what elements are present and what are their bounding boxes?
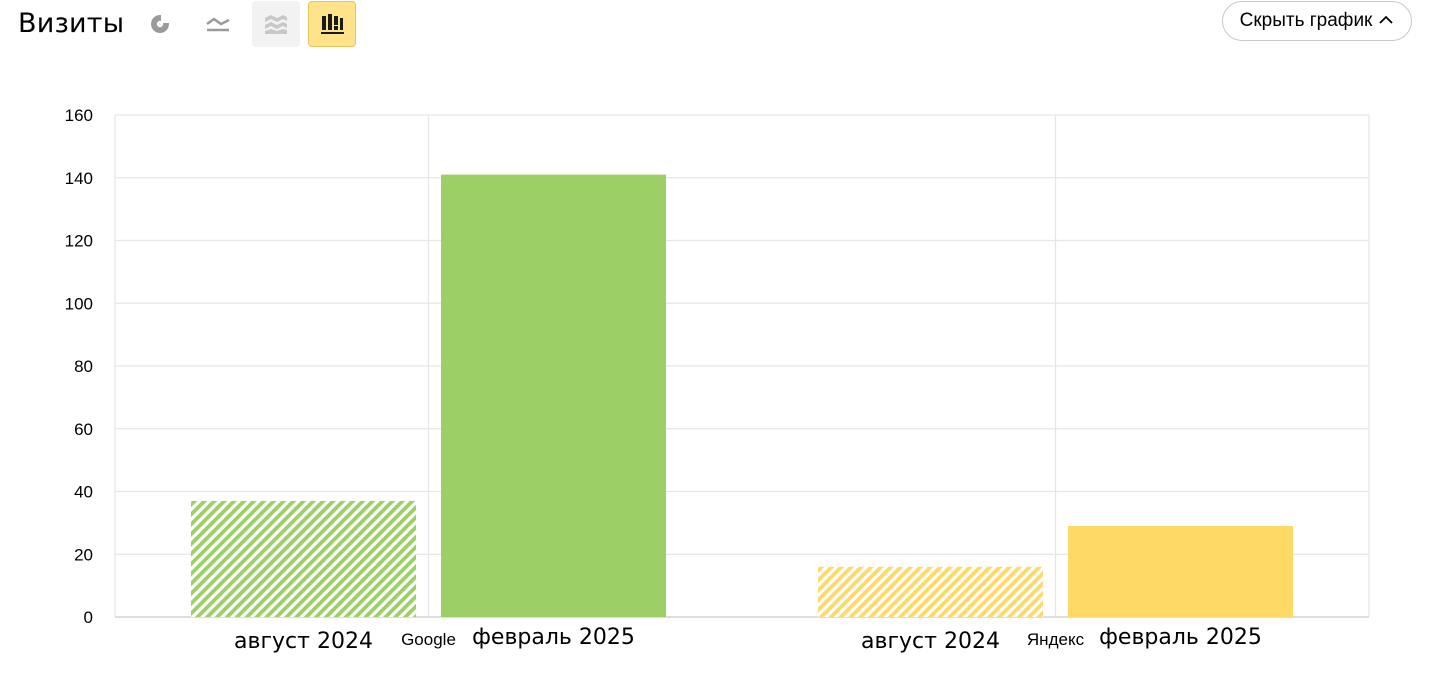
y-tick-label: 20 — [74, 545, 93, 564]
y-tick-label: 120 — [65, 232, 93, 251]
bar-chart-view-button[interactable] — [308, 1, 356, 47]
y-tick-label: 100 — [65, 294, 93, 313]
hide-chart-button[interactable]: Скрыть график — [1222, 1, 1412, 41]
x-period-label: август 2024 — [234, 629, 373, 654]
hide-chart-label: Скрыть график — [1239, 10, 1373, 31]
y-tick-label: 140 — [65, 169, 93, 188]
y-tick-label: 60 — [74, 420, 93, 439]
chevron-up-icon — [1378, 10, 1394, 32]
x-group-label: Яндекс — [1027, 630, 1085, 649]
y-tick-label: 40 — [74, 483, 93, 502]
x-group-label: Google — [401, 630, 456, 649]
pie-chart-icon — [151, 14, 170, 33]
line-chart-icon — [206, 17, 230, 32]
bar-yandex-feb-2025 — [1068, 526, 1293, 617]
y-tick-label: 80 — [74, 357, 93, 376]
bar-chart-icon — [321, 14, 344, 34]
bar-google-aug-2024 — [191, 500, 416, 617]
x-period-label: август 2024 — [861, 629, 1000, 654]
x-period-label: февраль 2025 — [472, 625, 635, 650]
pie-chart-view-button[interactable] — [136, 1, 184, 47]
line-chart-view-button[interactable] — [194, 1, 242, 47]
y-tick-label: 0 — [84, 608, 93, 627]
y-tick-label: 160 — [65, 106, 93, 125]
x-period-label: февраль 2025 — [1099, 625, 1262, 650]
bar-google-feb-2025 — [441, 174, 666, 618]
area-chart-view-button[interactable] — [252, 1, 300, 47]
bar-yandex-aug-2024 — [818, 566, 1043, 617]
chart-title: Визиты — [18, 8, 125, 39]
area-chart-icon — [265, 15, 287, 34]
